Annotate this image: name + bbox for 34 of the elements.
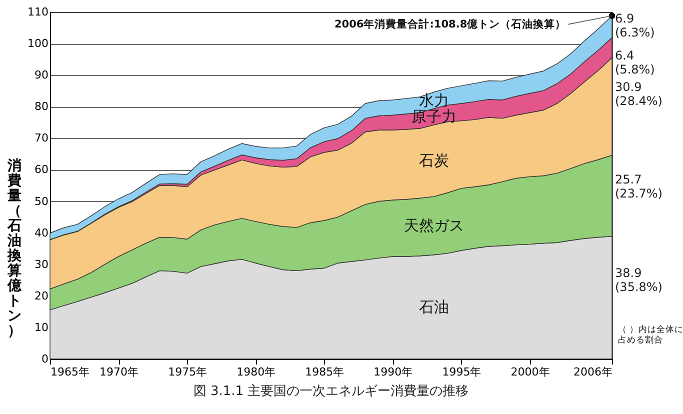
data-label: 38.9 (35.8%)	[615, 266, 662, 294]
x-tick-label: 1990年	[374, 366, 413, 378]
data-label: 6.4 (5.8%)	[615, 48, 655, 77]
y-tick-label: 60	[34, 163, 48, 176]
x-tick-label: 1985年	[305, 366, 344, 378]
series-label: 天然ガス	[404, 216, 464, 235]
y-tick-label: 50	[34, 194, 48, 208]
y-tick-label: 30	[34, 258, 48, 271]
y-tick-label: 0	[42, 352, 48, 366]
series-label: 水力	[418, 91, 449, 110]
series-label: 石炭	[418, 152, 449, 170]
x-tick-label: 1965年	[50, 366, 90, 378]
y-tick-label: 20	[34, 289, 48, 302]
y-tick-label: 80	[34, 100, 48, 114]
annotation: 2006年消費量合計:108.8億トン（石油換算）	[334, 17, 566, 30]
text: 図 3.1.1 主要国の一次エネルギー消費量の推移	[193, 383, 469, 399]
series-label: 石油	[418, 298, 449, 316]
y-tick-label: 40	[34, 226, 48, 240]
y-tick-label: 110	[28, 6, 48, 18]
x-tick-label: 2006年	[574, 366, 612, 378]
x-tick-label: 2000年	[510, 366, 550, 378]
data-label: 30.9 (28.4%)	[615, 80, 662, 108]
x-tick-label: 1995年	[442, 366, 482, 378]
series-label: 原子力	[411, 108, 456, 126]
x-tick-label: 1980年	[236, 366, 276, 378]
data-label: 25.7 (23.7%)	[615, 172, 662, 201]
text: 消費量（石油換算億トン）	[8, 158, 22, 339]
y-tick-label: 100	[28, 37, 48, 50]
y-tick-label: 90	[34, 68, 48, 82]
y-tick-label: 70	[34, 132, 48, 145]
data-label: 6.9 (6.3%)	[615, 11, 655, 40]
x-tick-label: 1975年	[168, 366, 208, 378]
x-tick-label: 1970年	[100, 366, 139, 378]
y-tick-label: 10	[34, 320, 48, 334]
